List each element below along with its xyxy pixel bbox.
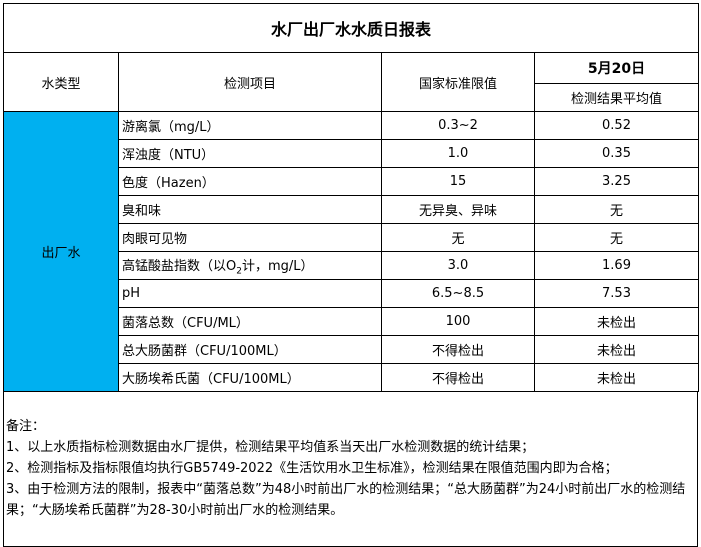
standard-cell: 不得检出	[381, 335, 535, 364]
table-row: 菌落总数（CFU/ML） 100 未检出	[4, 307, 700, 336]
item-cell: 游离氯（mg/L）	[118, 111, 382, 140]
result-cell: 无	[533, 223, 700, 252]
table-row: 色度（Hazen） 15 3.25	[4, 167, 700, 196]
item-cell: 肉眼可见物	[118, 223, 382, 252]
header-item: 检测项目	[118, 52, 382, 112]
table-row: pH 6.5~8.5 7.53	[4, 279, 700, 308]
standard-cell: 3.0	[381, 251, 535, 280]
report-title: 水厂出厂水水质日报表	[2, 3, 700, 53]
standard-cell: 100	[381, 307, 535, 336]
item-cell: 臭和味	[118, 195, 382, 224]
result-cell: 3.25	[533, 167, 700, 196]
header-standard: 国家标准限值	[381, 52, 535, 112]
result-cell: 0.52	[533, 111, 700, 140]
item-cell: 色度（Hazen）	[118, 167, 382, 196]
header-date: 5月20日	[533, 52, 700, 84]
note-line: 3、由于检测方法的限制，报表中“菌落总数”为48小时前出厂水的检测结果；“总大肠…	[6, 482, 686, 518]
water-type-cell: 出厂水	[3, 111, 119, 392]
standard-cell: 不得检出	[381, 363, 535, 392]
table-row: 大肠埃希氏菌（CFU/100ML） 不得检出 未检出	[4, 363, 700, 392]
header-water-type: 水类型	[3, 52, 119, 112]
item-cell: 总大肠菌群（CFU/100ML）	[118, 335, 382, 364]
notes-heading: 备注：	[6, 419, 46, 434]
item-cell: 大肠埃希氏菌（CFU/100ML）	[118, 363, 382, 392]
result-cell: 未检出	[533, 307, 700, 336]
result-cell: 未检出	[533, 363, 700, 392]
result-cell: 0.35	[533, 139, 700, 168]
item-cell: 菌落总数（CFU/ML）	[118, 307, 382, 336]
report: 水厂出厂水水质日报表 水类型 检测项目 国家标准限值 5月20日 检测结果平均值…	[2, 3, 700, 547]
item-cell: 浑浊度（NTU）	[118, 139, 382, 168]
note-line: 1、以上水质指标检测数据由水厂提供，检测结果平均值系当天出厂水检测数据的统计结果…	[6, 440, 535, 455]
item-cell: pH	[118, 279, 382, 308]
standard-cell: 0.3~2	[381, 111, 535, 140]
table-row: 高锰酸盐指数（以O2计，mg/L） 3.0 1.69	[4, 251, 700, 280]
result-cell: 1.69	[533, 251, 700, 280]
standard-cell: 1.0	[381, 139, 535, 168]
table-row: 肉眼可见物无无	[4, 223, 700, 252]
table-row: 出厂水 游离氯（mg/L） 0.3~2 0.52	[3, 111, 700, 392]
table-row: 浑浊度（NTU） 1.0 0.35	[4, 139, 700, 168]
header-result: 检测结果平均值	[533, 83, 700, 112]
standard-cell: 6.5~8.5	[381, 279, 535, 308]
result-cell: 无	[533, 195, 700, 224]
standard-cell: 无异臭、异味	[381, 195, 535, 224]
standard-cell: 15	[381, 167, 535, 196]
table-row: 臭和味 无异臭、异味无	[4, 195, 700, 224]
water-quality-table: 水厂出厂水水质日报表 水类型 检测项目 国家标准限值 5月20日 检测结果平均值…	[2, 3, 700, 392]
item-cell: 高锰酸盐指数（以O2计，mg/L）	[118, 251, 382, 280]
result-cell: 7.53	[533, 279, 700, 308]
note-line: 2、检测指标及指标限值均执行GB5749-2022《生活饮用水卫生标准》，检测结…	[6, 461, 618, 476]
standard-cell: 无	[381, 223, 535, 252]
notes: 备注： 1、以上水质指标检测数据由水厂提供，检测结果平均值系当天出厂水检测数据的…	[3, 392, 698, 547]
result-cell: 未检出	[533, 335, 700, 364]
